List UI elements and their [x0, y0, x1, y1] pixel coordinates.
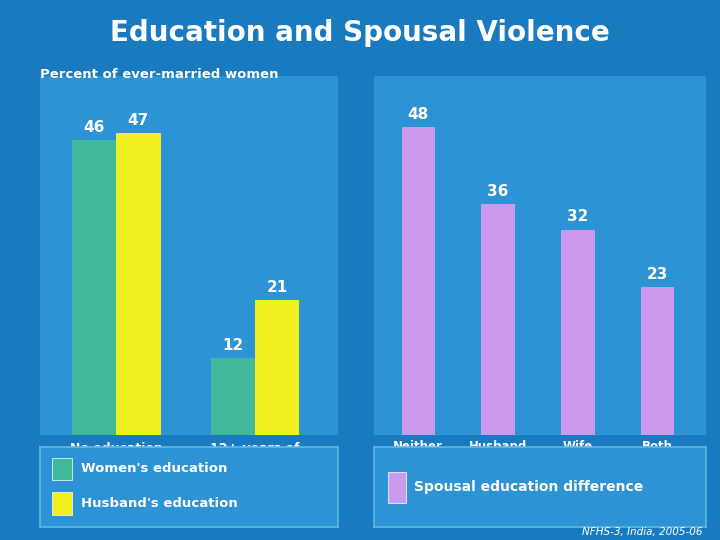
Text: 21: 21 [266, 280, 288, 295]
Text: Husband's education: Husband's education [81, 497, 238, 510]
Text: 48: 48 [408, 107, 429, 122]
Text: 47: 47 [127, 113, 149, 128]
Bar [71, 140, 116, 435]
Text: NFHS-3, India, 2005-06: NFHS-3, India, 2005-06 [582, 527, 702, 537]
Bar [52, 492, 73, 515]
Bar [641, 287, 675, 435]
Bar [52, 458, 73, 480]
Bar [116, 133, 161, 435]
Text: 32: 32 [567, 210, 588, 225]
Bar [255, 300, 300, 435]
Text: 46: 46 [83, 119, 104, 134]
Text: 12: 12 [222, 338, 243, 353]
Bar [387, 472, 406, 503]
Bar [482, 204, 515, 435]
Text: 36: 36 [487, 184, 509, 199]
Text: Percent of ever-married women: Percent of ever-married women [40, 68, 278, 80]
Text: Education and Spousal Violence: Education and Spousal Violence [110, 19, 610, 47]
Bar [561, 230, 595, 435]
Text: Spousal education difference: Spousal education difference [414, 480, 644, 494]
Text: 23: 23 [647, 267, 668, 282]
Bar [402, 127, 435, 435]
Text: Women's education: Women's education [81, 462, 228, 475]
Bar [210, 357, 255, 435]
